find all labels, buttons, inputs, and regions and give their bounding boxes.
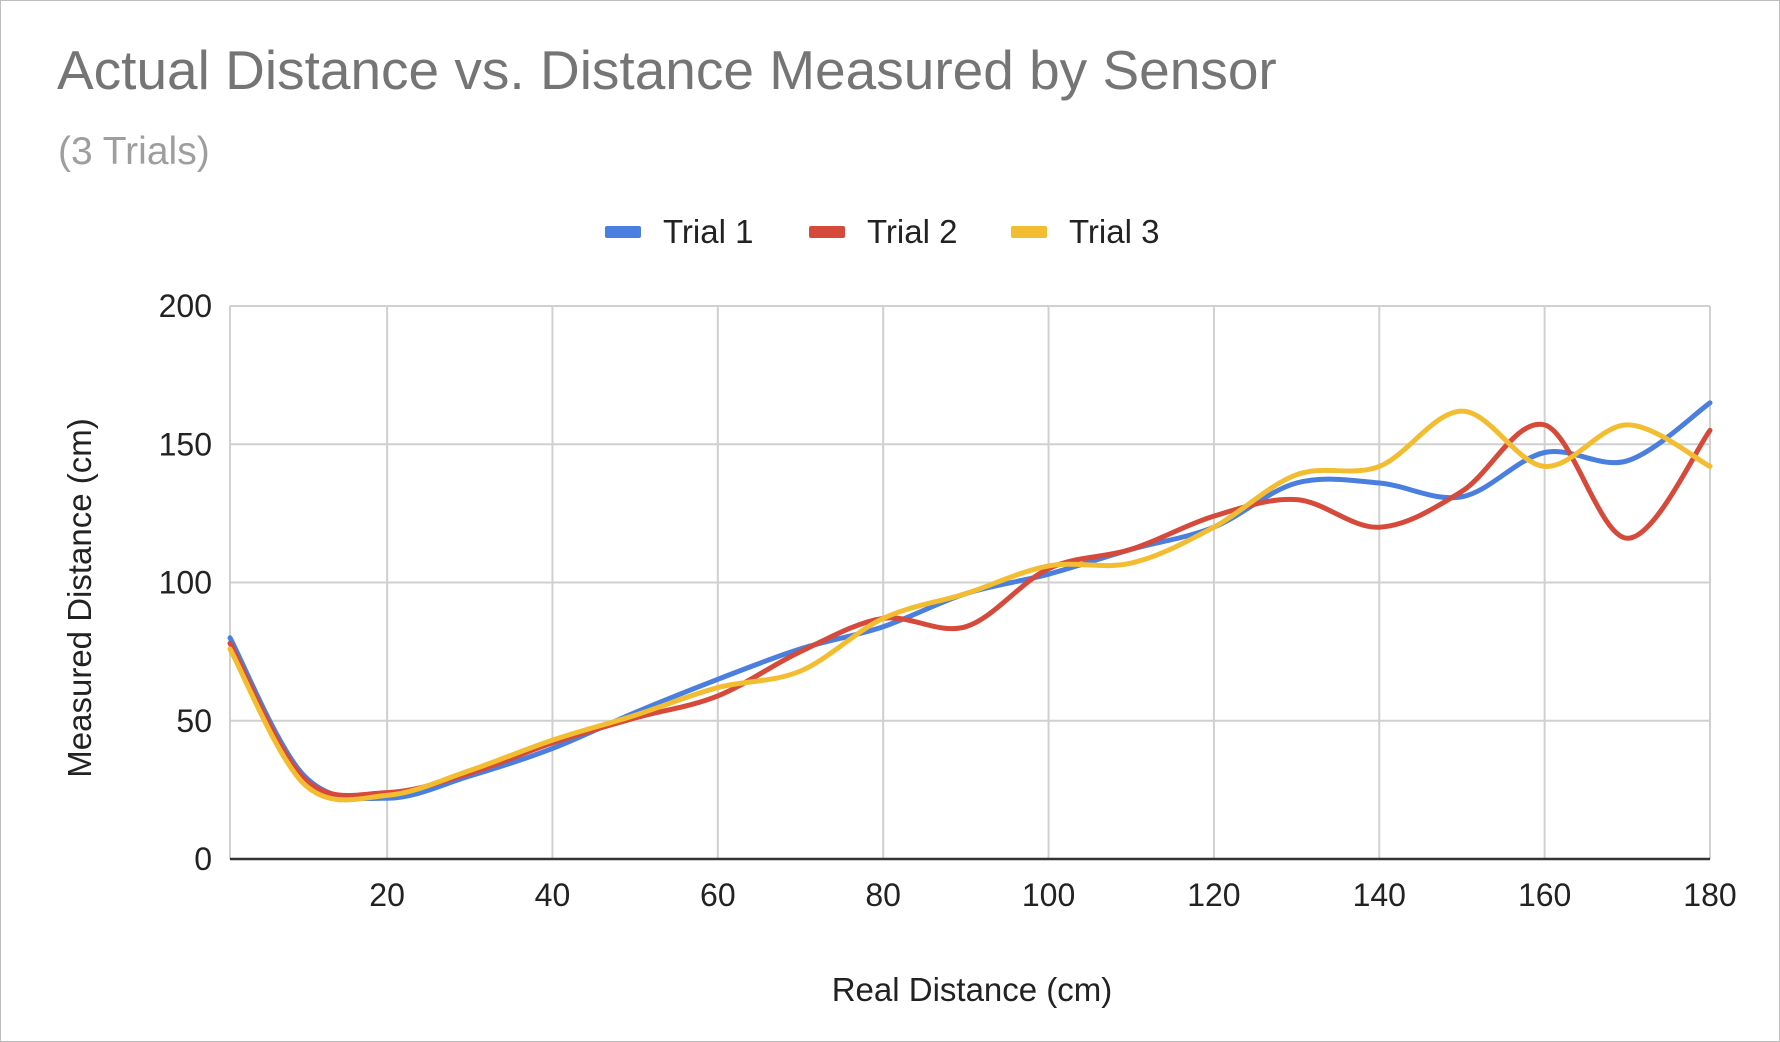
legend: Trial 1 Trial 2 Trial 3 xyxy=(605,213,1159,250)
y-tick-label: 200 xyxy=(159,288,212,324)
x-tick-label: 120 xyxy=(1187,877,1240,913)
legend-swatch-trial-1 xyxy=(605,226,641,238)
legend-label-trial-1: Trial 1 xyxy=(663,213,753,250)
x-tick-label: 40 xyxy=(535,877,571,913)
series-line-trial-1 xyxy=(227,400,1713,801)
chart-subtitle: (3 Trials) xyxy=(58,130,210,173)
series-layer xyxy=(227,400,1713,803)
axis-layer: 0 50 100 150 200 20 40 60 80 100 120 140 160 180 xyxy=(159,288,1737,913)
legend-swatch-trial-2 xyxy=(809,226,845,238)
x-tick-label: 20 xyxy=(369,877,405,913)
y-tick-label: 0 xyxy=(194,841,212,877)
y-tick-label: 100 xyxy=(159,565,212,601)
x-tick-label: 60 xyxy=(700,877,736,913)
y-tick-label: 50 xyxy=(176,703,212,739)
series-line-trial-2 xyxy=(227,421,1713,798)
legend-swatch-trial-3 xyxy=(1011,226,1047,238)
x-tick-label: 140 xyxy=(1353,877,1406,913)
chart-title: Actual Distance vs. Distance Measured by… xyxy=(57,39,1277,101)
x-tick-label: 180 xyxy=(1683,877,1736,913)
grid-layer xyxy=(229,305,1711,859)
y-axis-title: Measured Distance (cm) xyxy=(61,418,98,777)
y-tick-label: 150 xyxy=(159,426,212,462)
legend-label-trial-2: Trial 2 xyxy=(867,213,957,250)
x-tick-label: 160 xyxy=(1518,877,1571,913)
x-tick-label: 100 xyxy=(1022,877,1075,913)
x-axis-title: Real Distance (cm) xyxy=(832,971,1113,1008)
series-line-trial-3 xyxy=(227,408,1713,803)
legend-label-trial-3: Trial 3 xyxy=(1069,213,1159,250)
x-tick-label: 80 xyxy=(865,877,901,913)
